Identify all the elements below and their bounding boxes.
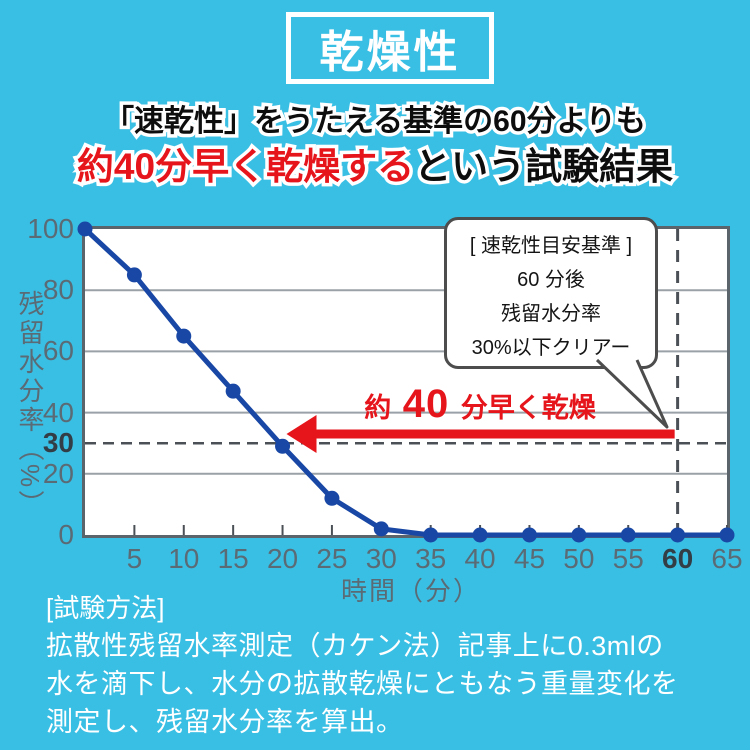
data-point	[176, 328, 192, 344]
title-badge-text: 乾燥性	[319, 28, 461, 77]
x-tick-label: 55	[612, 543, 644, 574]
data-point	[275, 438, 291, 454]
method-line: 水を滴下し、水分の拡散乾燥にともなう重量変化を	[46, 669, 679, 699]
x-axis-title: 時間（分）	[340, 576, 481, 606]
data-point	[423, 527, 439, 543]
arrow-label-prefix: 約	[364, 393, 392, 423]
y-axis-title: 残留水分率（%）	[15, 290, 45, 520]
method-line: 測定し、残留水分率を算出。	[46, 707, 404, 737]
headline-line2-black: という試験結果	[414, 136, 673, 190]
arrow-label: 約 40 分早く乾燥	[330, 384, 630, 428]
title-badge: 乾燥性	[286, 12, 494, 84]
data-point	[373, 521, 389, 537]
x-tick-label: 15	[217, 543, 249, 574]
headline-line2-red: 約40分早く乾燥する	[77, 136, 414, 190]
data-point	[472, 527, 488, 543]
data-point	[571, 527, 587, 543]
x-tick-label: 50	[563, 543, 595, 574]
callout-line: 60 分後	[517, 269, 585, 291]
data-point	[126, 267, 142, 283]
callout-tail	[595, 358, 669, 429]
x-tick-label: 35	[415, 543, 447, 574]
data-point	[670, 527, 686, 543]
headline-line1: 「速乾性」をうたえる基準の60分よりも	[0, 96, 750, 140]
x-tick-label: 45	[513, 543, 546, 574]
data-point	[77, 221, 93, 237]
chart-canvas	[77, 221, 735, 543]
arrow-label-suffix: 分早く乾燥	[460, 393, 596, 423]
y-tick-label: 100	[27, 213, 74, 244]
method-line: 拡散性残留水率測定（カケン法）記事上に0.3mlの	[46, 631, 664, 661]
headline-line2: 約40分早く乾燥するという試験結果	[0, 136, 750, 190]
callout-line: [ 速乾性目安基準 ]	[469, 235, 633, 257]
data-line	[83, 227, 727, 538]
test-method-block: [試験方法] 拡散性残留水率測定（カケン法）記事上に0.3mlの 水を滴下し、水…	[46, 589, 679, 741]
criteria-callout: [ 速乾性目安基準 ] 60 分後 残留水分率 30%以下クリアー	[444, 217, 658, 369]
data-point	[521, 527, 537, 543]
y-tick-label: 0	[58, 519, 74, 550]
headline-line1-text: 「速乾性」をうたえる基準の60分よりも	[104, 96, 646, 140]
x-tick-label: 30	[365, 543, 397, 574]
arrow-label-number: 40	[402, 382, 450, 426]
x-tick-label: 5	[126, 543, 143, 574]
callout-line: 30%以下クリアー	[471, 337, 631, 359]
data-point	[719, 527, 735, 543]
data-point	[324, 490, 340, 506]
x-tick-label: 60	[662, 543, 694, 574]
method-heading: [試験方法]	[46, 593, 165, 623]
x-tick-label: 25	[316, 543, 348, 574]
x-tick-label: 20	[266, 543, 299, 574]
data-point	[225, 383, 241, 399]
x-tick-label: 40	[464, 543, 496, 574]
callout-line: 残留水分率	[501, 303, 601, 325]
x-tick-label: 10	[168, 543, 200, 574]
red-arrow-head	[286, 415, 317, 454]
data-point	[620, 527, 636, 543]
x-tick-label: 65	[711, 543, 743, 574]
